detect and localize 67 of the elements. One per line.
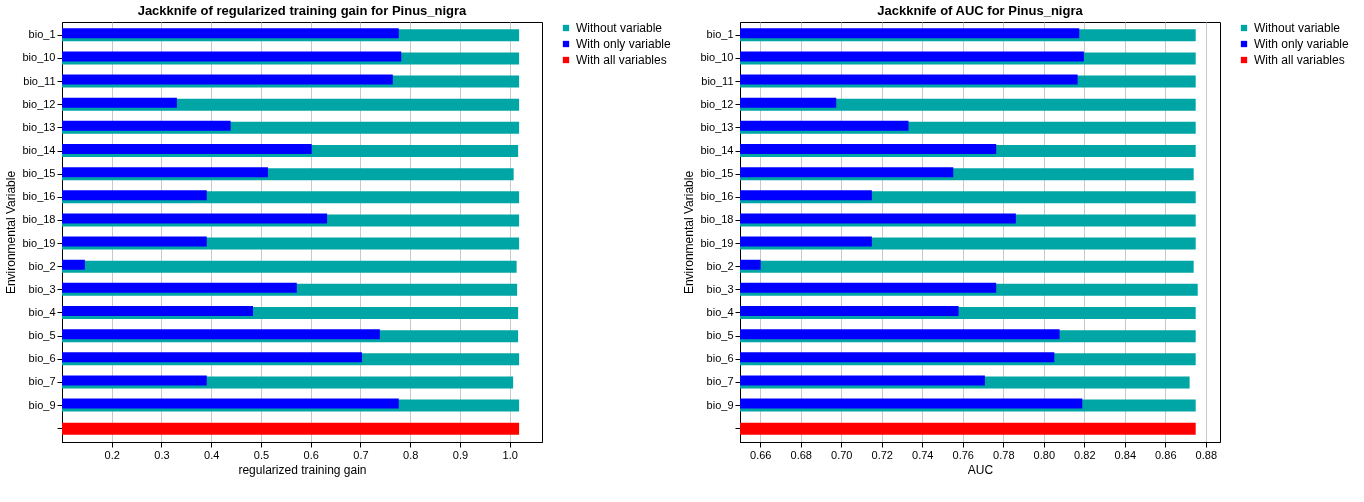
- x-tick-label: 0.72: [871, 448, 893, 461]
- y-tick-label: bio_12: [22, 97, 56, 110]
- y-tick-label: bio_5: [706, 329, 734, 342]
- y-tick-label: bio_11: [23, 74, 56, 87]
- x-tick-label: 0.78: [993, 448, 1015, 461]
- x-tick-label: 0.2: [104, 448, 120, 461]
- y-tick-label: bio_9: [28, 398, 56, 411]
- x-tick-label: 0.84: [1114, 448, 1137, 461]
- y-axis-title: Environmental Variable: [4, 170, 19, 295]
- y-tick-label: bio_14: [22, 144, 56, 157]
- x-tick-label: 0.82: [1074, 448, 1096, 461]
- x-tick-label: 0.68: [790, 448, 812, 461]
- y-tick-label: bio_9: [706, 398, 734, 411]
- x-tick-label: 0.3: [154, 448, 170, 461]
- x-tick-label: 0.74: [912, 448, 934, 461]
- chart-title: Jackknife of regularized training gain for Pinus_nigra: [137, 3, 468, 18]
- x-tick-label: 0.70: [831, 448, 853, 461]
- y-tick-label: bio_3: [28, 282, 56, 295]
- y-tick-label: bio_19: [22, 236, 56, 249]
- y-tick-label: bio_15: [22, 167, 56, 180]
- legend-label: With all variables: [1254, 53, 1345, 67]
- x-tick-label: 0.76: [952, 448, 974, 461]
- y-tick-label: bio_3: [706, 282, 734, 295]
- y-tick-label: bio_4: [28, 305, 56, 318]
- x-tick-label: 0.88: [1195, 448, 1218, 461]
- legend-label: Without variable: [576, 21, 663, 35]
- y-tick-label: bio_18: [22, 213, 56, 226]
- legend-label: With all variables: [576, 53, 667, 67]
- y-tick-label: bio_16: [22, 190, 56, 203]
- x-tick-label: 0.8: [403, 448, 419, 461]
- x-tick-label: 0.4: [204, 448, 220, 461]
- x-tick-label: 0.9: [452, 448, 469, 461]
- y-tick-label: bio_11: [701, 74, 734, 87]
- y-tick-label: bio_19: [700, 236, 734, 249]
- x-tick-label: 0.66: [750, 448, 772, 461]
- y-tick-label: bio_15: [700, 167, 734, 180]
- y-tick-label: bio_10: [22, 51, 56, 64]
- y-tick-label: bio_5: [28, 329, 56, 342]
- y-tick-label: bio_13: [22, 120, 56, 133]
- y-tick-label: bio_4: [706, 305, 734, 318]
- y-tick-label: bio_13: [700, 120, 734, 133]
- y-tick-label: bio_7: [706, 375, 734, 388]
- y-tick-label: bio_6: [706, 352, 734, 365]
- x-tick-label: 1.0: [502, 448, 518, 461]
- legend-label: With only variable: [1254, 37, 1350, 51]
- legend-label: Without variable: [1254, 21, 1341, 35]
- legend-label: With only variable: [576, 37, 672, 51]
- x-tick-label: 0.6: [303, 448, 319, 461]
- x-axis-title: AUC: [967, 462, 994, 477]
- y-tick-label: bio_10: [700, 51, 734, 64]
- y-tick-label: bio_2: [28, 259, 56, 272]
- x-tick-label: 0.5: [253, 448, 270, 461]
- x-tick-label: 0.80: [1033, 448, 1056, 461]
- y-tick-label: bio_1: [28, 28, 56, 41]
- y-tick-label: bio_16: [700, 190, 734, 203]
- y-tick-label: bio_18: [700, 213, 734, 226]
- y-tick-label: bio_1: [706, 28, 734, 41]
- y-tick-label: bio_2: [706, 259, 734, 272]
- y-tick-label: bio_7: [28, 375, 56, 388]
- y-axis-title: Environmental Variable: [682, 170, 697, 295]
- y-tick-label: bio_14: [700, 144, 734, 157]
- x-axis-title: regularized training gain: [238, 462, 367, 477]
- chart-title: Jackknife of AUC for Pinus_nigra: [877, 3, 1084, 18]
- y-tick-label: bio_6: [28, 352, 56, 365]
- x-tick-label: 0.86: [1155, 448, 1177, 461]
- y-tick-label: bio_12: [700, 97, 734, 110]
- x-tick-label: 0.7: [353, 448, 369, 461]
